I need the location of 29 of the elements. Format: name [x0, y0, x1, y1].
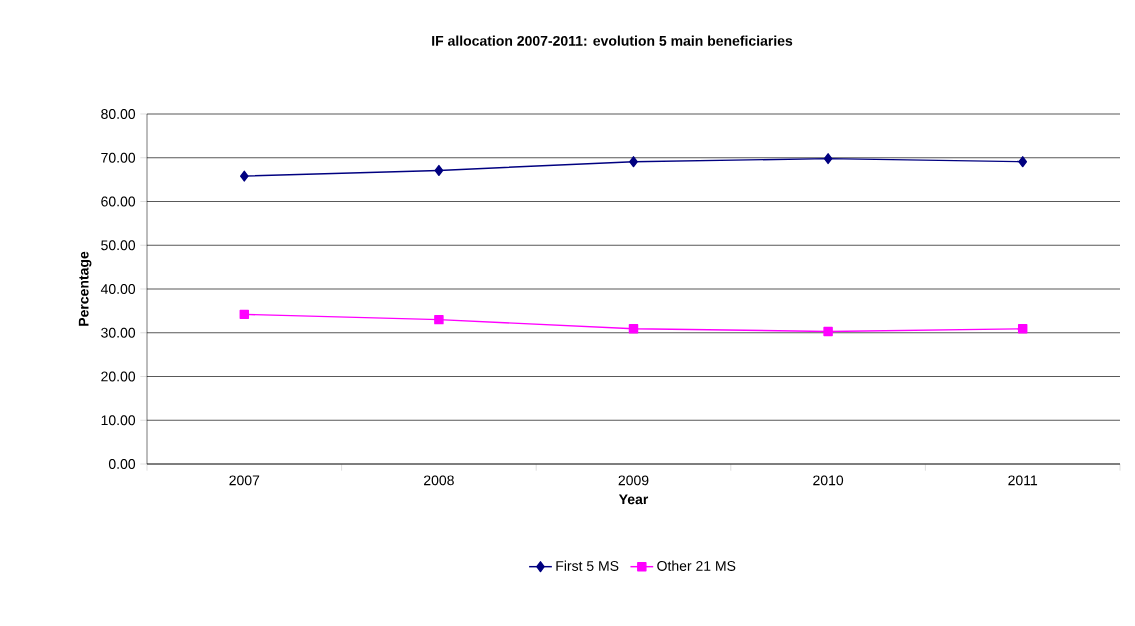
- y-tick-label: 20.00: [101, 371, 136, 382]
- chart-title: IF allocation 2007-2011: evolution 5 main beneficiaries: [432, 35, 793, 46]
- y-tick-label: 30.00: [101, 327, 136, 338]
- y-axis-title: Percentage: [78, 251, 92, 326]
- x-axis-title: Year: [618, 494, 649, 505]
- y-tick-label: 40.00: [100, 284, 136, 294]
- point: [823, 326, 833, 337]
- point: [1017, 324, 1028, 334]
- x-tick-label: 2009: [618, 475, 649, 486]
- y-tick-label: 10.00: [101, 415, 136, 426]
- x-tick-label: 2010: [813, 475, 844, 486]
- point: [629, 156, 638, 168]
- legend-label: First 5 MS: [556, 560, 619, 571]
- legend-label: Other 21 MS: [657, 560, 736, 571]
- point: [239, 309, 250, 320]
- point: [628, 324, 639, 334]
- point: [823, 153, 833, 165]
- x-tick-label: 2011: [1008, 475, 1038, 486]
- point: [1018, 156, 1028, 168]
- y-tick-label: 0.00: [108, 459, 136, 469]
- point: [434, 314, 444, 325]
- y-tick-label: 70.00: [101, 152, 136, 163]
- y-tick-label: 50.00: [101, 240, 136, 251]
- x-tick-label: 2007: [229, 475, 260, 486]
- point: [434, 164, 444, 176]
- x-tick-label: 2008: [424, 475, 454, 486]
- point: [239, 170, 249, 182]
- y-tick-label: 60.00: [101, 196, 136, 207]
- y-tick-label: 80.00: [101, 109, 136, 119]
